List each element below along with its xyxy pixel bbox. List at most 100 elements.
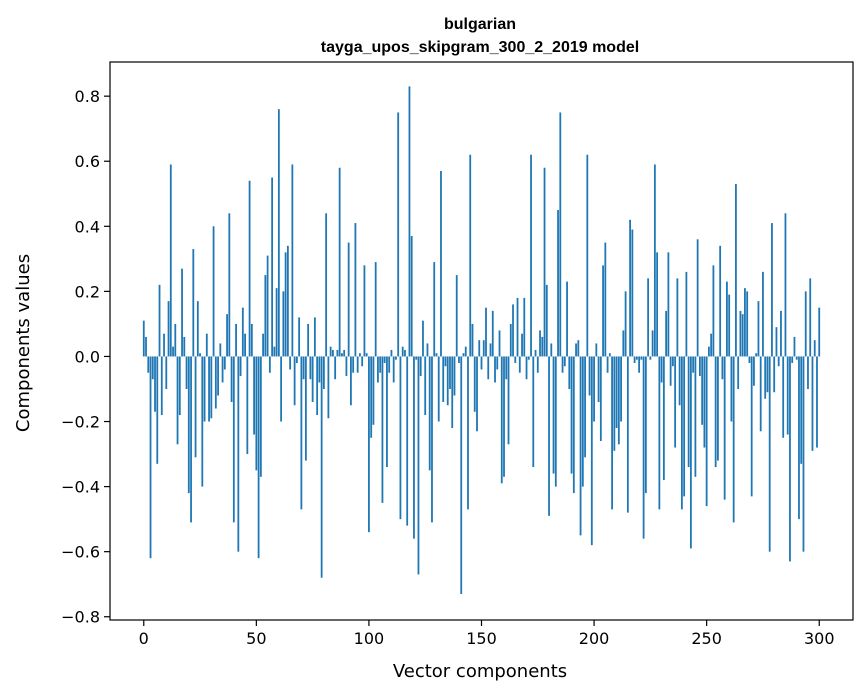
bar [359, 353, 361, 357]
bar [228, 213, 231, 357]
bar [712, 265, 715, 357]
bar [435, 353, 438, 357]
bar [534, 349, 537, 357]
bar [782, 356, 785, 438]
bar [514, 356, 517, 363]
bar [584, 356, 586, 458]
bar [322, 356, 325, 389]
bar [723, 356, 726, 500]
bar [518, 356, 521, 373]
bar [208, 356, 210, 422]
x-tick-label: 300 [804, 629, 835, 648]
bar [217, 356, 219, 396]
bar [341, 353, 343, 357]
bar [417, 356, 420, 575]
bar [392, 356, 395, 383]
bar [214, 356, 217, 409]
bar [289, 356, 292, 370]
bar [203, 356, 206, 422]
bar [802, 356, 805, 552]
bar [611, 356, 613, 510]
bar [142, 320, 145, 357]
bar [196, 301, 199, 357]
plot-frame [109, 61, 854, 621]
bar [530, 154, 532, 357]
bar [494, 356, 496, 383]
bar [739, 310, 742, 357]
bar [232, 356, 235, 523]
bar [399, 356, 402, 520]
bar [719, 245, 722, 357]
bar [699, 356, 701, 376]
bar [172, 346, 174, 357]
bar [575, 343, 577, 357]
bar [210, 356, 213, 419]
bar [620, 356, 622, 422]
bar [440, 171, 442, 357]
bar [473, 356, 476, 412]
bar [613, 356, 616, 451]
bar [464, 346, 467, 357]
bar [266, 255, 269, 357]
bar [244, 333, 246, 357]
y-tick-label: 0.4 [75, 217, 100, 236]
bar [732, 356, 735, 523]
bar [194, 356, 197, 458]
bar [226, 314, 228, 357]
bar [527, 356, 530, 360]
bar [568, 356, 571, 389]
bar [500, 356, 503, 484]
bar [762, 271, 764, 357]
bar [744, 288, 746, 357]
bar [262, 333, 264, 357]
bar [291, 164, 294, 357]
bar [714, 356, 717, 468]
bar [647, 278, 650, 357]
bar [230, 356, 233, 402]
bar [807, 356, 809, 389]
bar [246, 356, 249, 455]
bar [307, 323, 310, 357]
bar [525, 356, 528, 380]
bar [413, 356, 415, 539]
bar [298, 317, 301, 357]
bar [764, 356, 767, 399]
bar [557, 210, 559, 357]
bar [703, 356, 706, 448]
bar [795, 356, 798, 360]
bar [235, 323, 237, 357]
x-tick-label: 50 [246, 629, 266, 648]
bar [354, 223, 357, 357]
bar [730, 356, 733, 422]
bar [165, 356, 168, 389]
bar [410, 236, 413, 357]
bar [145, 336, 147, 357]
bar [509, 323, 512, 357]
bar [667, 252, 670, 357]
bar [237, 356, 240, 552]
bar [275, 288, 278, 357]
bar [775, 327, 778, 357]
bar [768, 356, 771, 552]
bar [550, 343, 553, 357]
bar [271, 177, 274, 357]
bar [689, 356, 692, 549]
bar [485, 307, 487, 357]
bar [665, 310, 668, 357]
bar [149, 356, 152, 559]
bar [626, 356, 629, 513]
bar [381, 356, 384, 503]
bar [395, 356, 397, 360]
bar [516, 297, 519, 357]
bar [192, 249, 195, 357]
bar [622, 330, 625, 357]
bar [156, 356, 159, 464]
bar [327, 356, 330, 419]
bar [284, 252, 287, 357]
bar [356, 356, 359, 373]
bar [419, 356, 422, 376]
bar [629, 219, 631, 357]
bar [460, 356, 463, 594]
bar [804, 291, 807, 357]
